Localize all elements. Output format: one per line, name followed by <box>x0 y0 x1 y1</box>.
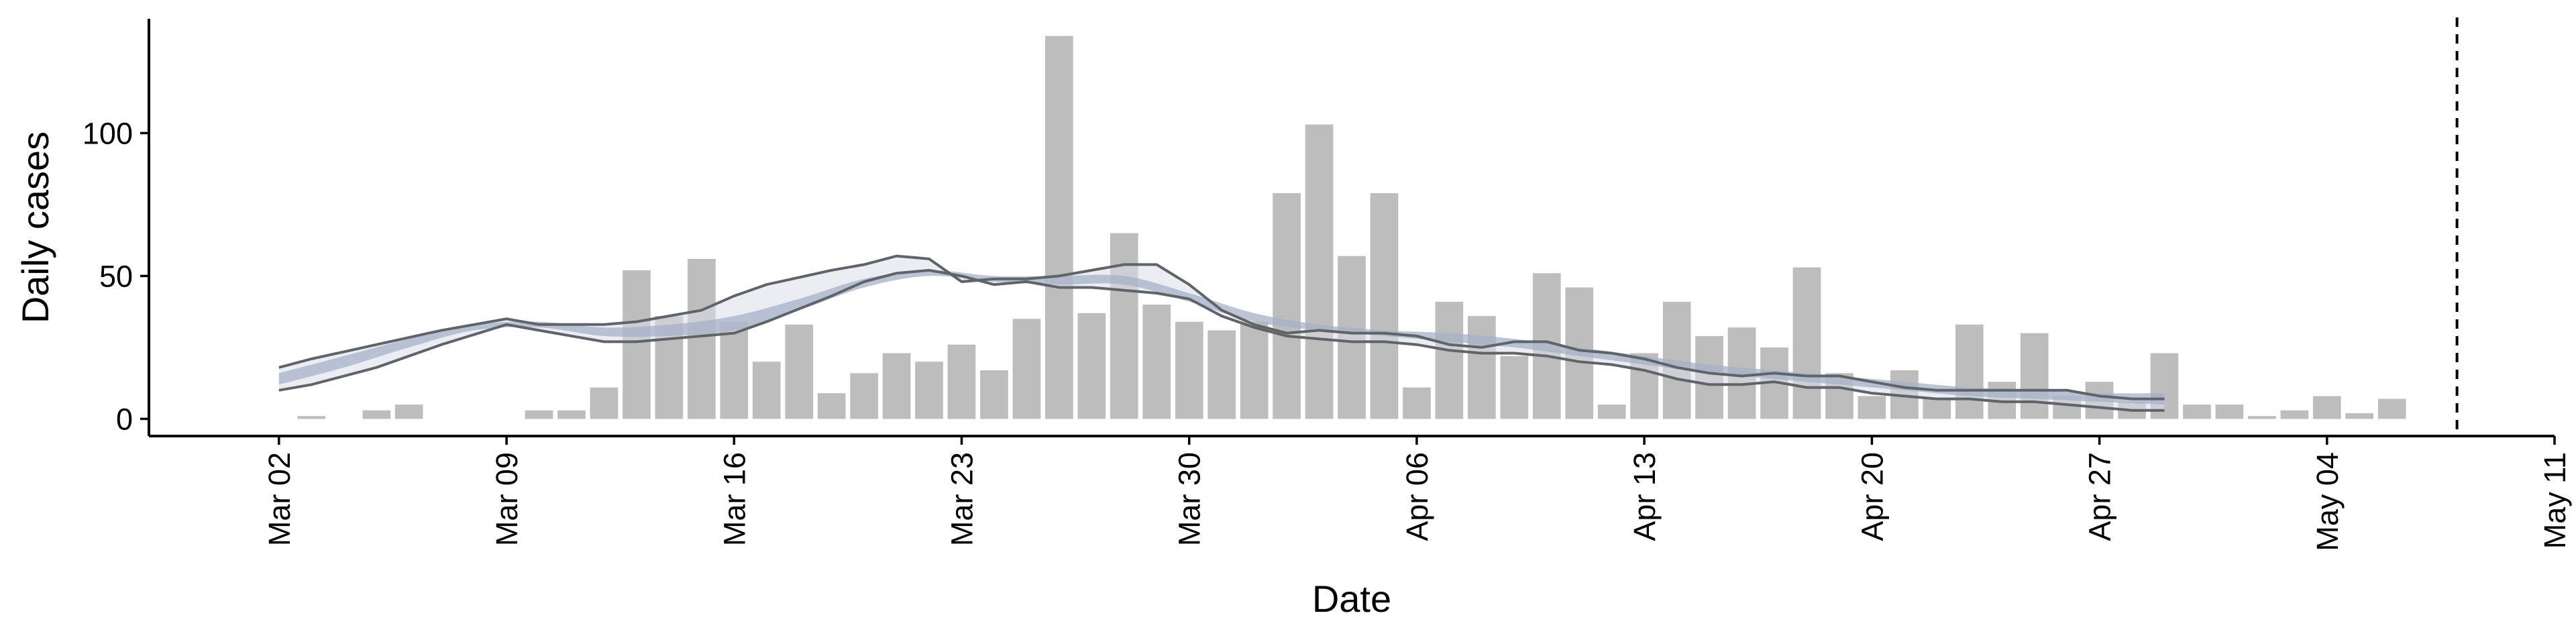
case-bar <box>1175 321 1203 419</box>
case-bar <box>2020 333 2049 419</box>
case-bar <box>1858 396 1886 419</box>
lower-bound-line <box>278 268 2165 412</box>
case-bar <box>362 410 391 419</box>
case-bar <box>1923 398 1951 419</box>
case-bar <box>1500 356 1529 419</box>
case-bar <box>2183 405 2211 419</box>
case-bar <box>720 321 749 419</box>
upper-bound-line <box>278 254 2165 400</box>
case-bar <box>1240 321 1269 419</box>
x-tick-label: Apr 06 <box>1400 452 1434 541</box>
case-bar <box>2248 416 2276 419</box>
x-tick-label: May 11 <box>2538 452 2572 549</box>
case-bar <box>2280 410 2309 419</box>
axes-layer <box>148 19 2555 437</box>
case-bar <box>785 324 814 419</box>
case-bar <box>525 410 553 419</box>
case-bar <box>1792 267 1821 419</box>
case-bar <box>2345 413 2374 419</box>
x-ticks: Mar 02 Mar 09 Mar 16 Mar 23 Mar 30 Apr 06 Apr … <box>262 436 2572 551</box>
case-bar <box>1955 324 1984 419</box>
x-tick-label: Mar 23 <box>945 452 979 546</box>
x-tick-label: Mar 09 <box>490 452 524 546</box>
x-tick-label: Mar 16 <box>717 452 751 546</box>
outer-ribbon <box>278 255 2165 411</box>
case-bar <box>1597 405 1626 419</box>
case-bar <box>752 362 781 419</box>
case-bar <box>2215 405 2244 419</box>
case-bar <box>1012 319 1041 419</box>
case-bar <box>1045 36 1073 419</box>
y-tick-label: 0 <box>116 402 133 436</box>
case-bar <box>1305 124 1334 419</box>
case-bar <box>1142 305 1171 419</box>
case-bar <box>1273 193 1301 419</box>
x-tick-label: Apr 20 <box>1855 452 1889 541</box>
bound-lines-layer <box>278 254 2165 412</box>
y-axis-title: Daily cases <box>14 131 56 323</box>
case-bar <box>915 362 943 419</box>
x-tick-label: Apr 13 <box>1627 452 1662 541</box>
case-bar <box>2377 398 2406 419</box>
case-bar <box>882 353 911 419</box>
case-bar <box>590 387 619 419</box>
case-bar <box>817 393 846 419</box>
x-axis-title: Date <box>1312 578 1391 620</box>
y-ticks: 0 50 100 <box>83 116 149 436</box>
case-bar <box>2312 396 2341 419</box>
case-bar <box>623 270 651 419</box>
bars-layer <box>297 36 2406 419</box>
case-bar <box>980 370 1008 419</box>
case-bar <box>688 258 716 419</box>
x-tick-label: May 04 <box>2310 452 2345 551</box>
case-bar <box>394 405 423 419</box>
case-bar <box>850 373 878 419</box>
case-bar <box>1110 233 1138 419</box>
case-bar <box>1468 316 1496 419</box>
case-bar <box>947 344 976 419</box>
case-bar <box>557 410 586 419</box>
case-bar <box>1403 387 1431 419</box>
x-tick-label: Mar 30 <box>1173 452 1207 546</box>
case-bar <box>1370 193 1399 419</box>
case-bar <box>1435 301 1464 419</box>
x-tick-label: Apr 27 <box>2083 452 2117 541</box>
y-tick-label: 100 <box>83 116 133 150</box>
y-tick-label: 50 <box>99 259 133 293</box>
case-bar <box>297 416 326 419</box>
case-bar <box>1208 330 1236 419</box>
x-tick-label: Mar 02 <box>262 452 297 546</box>
case-bar <box>1077 313 1106 419</box>
